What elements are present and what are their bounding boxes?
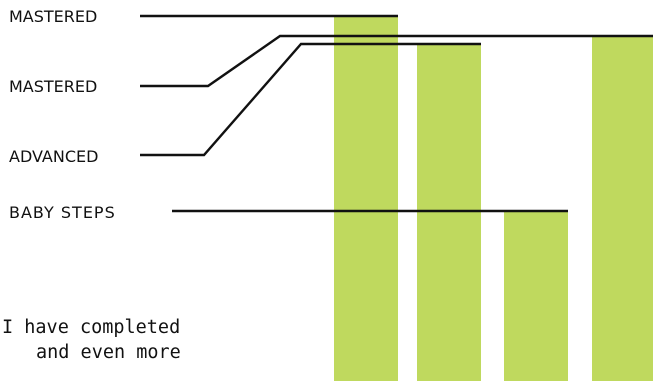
- annotation-line-2: and even more: [36, 342, 181, 363]
- leader-line-mastered: [140, 34, 653, 88]
- level-label-mastered-top: MASTERED: [9, 7, 97, 26]
- bar-4: [592, 37, 653, 381]
- annotation-text: I have completed and even more: [2, 317, 181, 363]
- leader-lines-group: [140, 14, 653, 213]
- level-label-mastered: MASTERED: [9, 77, 97, 96]
- level-label-baby-steps: BABY STEPS: [9, 203, 116, 222]
- bar-2: [417, 44, 481, 381]
- annotation-line-1: I have completed: [2, 317, 180, 338]
- bars-group: [334, 16, 653, 381]
- leader-line-advanced: [140, 42, 481, 157]
- level-label-advanced: ADVANCED: [9, 147, 98, 166]
- bar-3: [504, 212, 568, 381]
- bar-1: [334, 16, 398, 381]
- level-labels-group: MASTERED MASTERED ADVANCED BABY STEPS: [9, 7, 116, 222]
